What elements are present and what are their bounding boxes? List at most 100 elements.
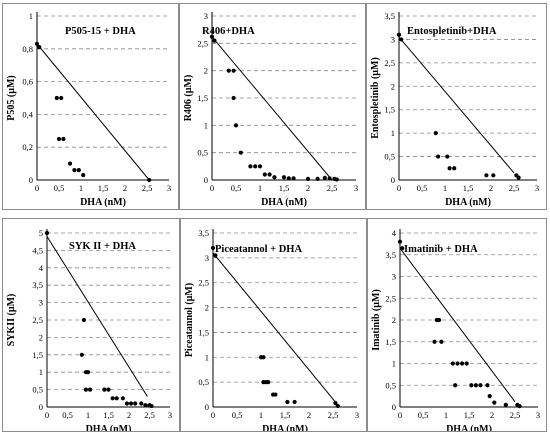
y-tick-label: 2 [205, 303, 209, 313]
data-point [267, 172, 272, 177]
data-point [273, 392, 278, 397]
x-tick-label: 1 [86, 410, 90, 420]
data-point [397, 239, 403, 244]
x-tick-label: 0,5 [418, 410, 429, 420]
data-point [400, 246, 405, 251]
data-point [433, 131, 438, 136]
x-tick-label: 2,5 [142, 183, 153, 193]
y-tick-label: 0,6 [22, 77, 33, 87]
data-point [396, 32, 402, 37]
y-tick-label: 3 [39, 298, 43, 308]
data-point [209, 34, 215, 39]
y-tick-label: 5 [39, 228, 43, 238]
y-tick-label: 1,5 [197, 93, 208, 103]
data-point [492, 400, 497, 405]
x-tick-label: 1 [259, 410, 263, 420]
x-tick-label: 2 [489, 183, 493, 193]
chart-svg: 0 0,5 1 1,5 2 2,5 3 0 0,5 1 1,5 2 2,5 3 DHA (nM) R406 (… [183, 11, 358, 208]
data-point [83, 387, 89, 392]
data-point [503, 402, 508, 407]
x-axis-title: DHA (nM) [446, 424, 492, 431]
data-point [124, 401, 130, 406]
chart-title: Entospletinib+DHA [407, 26, 497, 37]
x-axis-title: DHA (nM) [80, 197, 126, 208]
data-point [452, 166, 457, 171]
data-point [286, 176, 291, 181]
chart-title: R406+DHA [202, 26, 255, 37]
x-tick-label: 1,5 [463, 183, 474, 193]
data-point [335, 403, 340, 409]
data-point [266, 380, 271, 385]
data-point [67, 161, 73, 166]
chart-panel: 0 0,5 1 1,5 2 2,5 3 3,5 4 0 0,5 1 1,5 2 2,5 3 DHA (nM) Im… [367, 218, 547, 432]
chart-panel: 0 0,5 1 1,5 2 2,5 3 3,5 0 0,5 1 1,5 2 2,5 3 DHA (nM) Ent… [366, 3, 547, 210]
x-tick-label: 3 [167, 183, 171, 193]
data-point [291, 176, 296, 181]
data-point [210, 245, 216, 251]
chart-panel: 0 0,5 1 1,5 2 2,5 3 0 0,5 1 1,5 2 2,5 3 DHA (nM) R406 (… [179, 3, 366, 210]
chart-svg: 0 0,5 1 1,5 2 2,5 3 3,5 4 4,5 5 0 0,5 1 1,5 2 2,5 3 DHA (n… [6, 228, 172, 431]
data-point [315, 176, 320, 182]
x-tick-label: 2 [123, 183, 127, 193]
data-point [76, 168, 81, 173]
data-point [106, 387, 111, 392]
data-point [44, 230, 50, 236]
y-tick-label: 0 [391, 175, 395, 185]
data-point [34, 41, 40, 46]
isobole-line [398, 36, 515, 174]
data-point [485, 383, 490, 388]
y-tick-label: 3,5 [384, 11, 395, 21]
chart-title: Imatinib + DHA [404, 244, 478, 255]
y-tick-label: 2,5 [198, 278, 209, 288]
x-tick-label: 0,5 [232, 410, 243, 420]
y-tick-label: 2 [39, 332, 43, 342]
x-axis-title: DHA (nM) [262, 424, 308, 431]
data-point [464, 361, 469, 366]
data-point [487, 394, 492, 399]
y-tick-label: 0,5 [384, 152, 395, 162]
x-tick-label: 0 [397, 183, 401, 193]
data-point [327, 176, 332, 181]
data-point [272, 175, 277, 180]
data-point [399, 37, 404, 42]
data-point [128, 401, 134, 406]
data-point [334, 177, 339, 182]
data-point [517, 404, 522, 409]
y-tick-label: 3 [205, 253, 209, 263]
x-tick-label: 3 [536, 410, 540, 420]
data-point [110, 396, 115, 401]
y-axis-title: Entospletinib (µM) [370, 57, 381, 139]
chart-panel: 0 0,2 0,4 0,6 0,8 1 0 0,5 1 1,5 2 2,5 3 DHA (nM) P505 … [2, 3, 179, 210]
data-point [226, 68, 231, 73]
x-tick-label: 2,5 [509, 183, 520, 193]
chart-panel: 0 0,5 1 1,5 2 2,5 3 3,5 0 0,5 1 1,5 2 2,5 3 DHA (nM) Pic… [180, 218, 367, 432]
data-point [54, 95, 59, 101]
y-tick-label: 1 [391, 128, 395, 138]
data-point [469, 383, 474, 388]
data-point [437, 317, 442, 323]
y-tick-label: 1,5 [32, 350, 43, 360]
y-tick-label: 0 [205, 402, 209, 412]
data-point [478, 383, 483, 388]
x-tick-label: 2,5 [328, 410, 339, 420]
y-tick-label: 0,5 [385, 380, 396, 390]
y-tick-label: 3 [204, 11, 208, 21]
chart-panel: 0 0,5 1 1,5 2 2,5 3 3,5 4 4,5 5 0 0,5 1 1,5 2 2,5 3 DHA (n… [2, 218, 180, 432]
y-axis-title: SYKII (µM) [6, 294, 17, 347]
data-point [102, 387, 107, 392]
data-point [460, 361, 465, 366]
y-tick-label: 3,5 [385, 250, 396, 260]
data-point [56, 136, 62, 142]
chart-svg: 0 0,5 1 1,5 2 2,5 3 3,5 4 0 0,5 1 1,5 2 2,5 3 DHA (nM) Im… [371, 228, 540, 431]
y-tick-label: 4,5 [32, 245, 43, 255]
x-tick-label: 0,5 [417, 183, 428, 193]
data-point [81, 317, 86, 323]
data-point [79, 352, 84, 357]
data-point [453, 383, 458, 388]
y-tick-label: 4 [39, 263, 44, 273]
x-tick-label: 0 [211, 410, 215, 420]
isobole-line [211, 36, 333, 181]
isobole-line [399, 247, 516, 403]
data-point [85, 370, 91, 375]
y-tick-label: 0,5 [198, 377, 209, 387]
